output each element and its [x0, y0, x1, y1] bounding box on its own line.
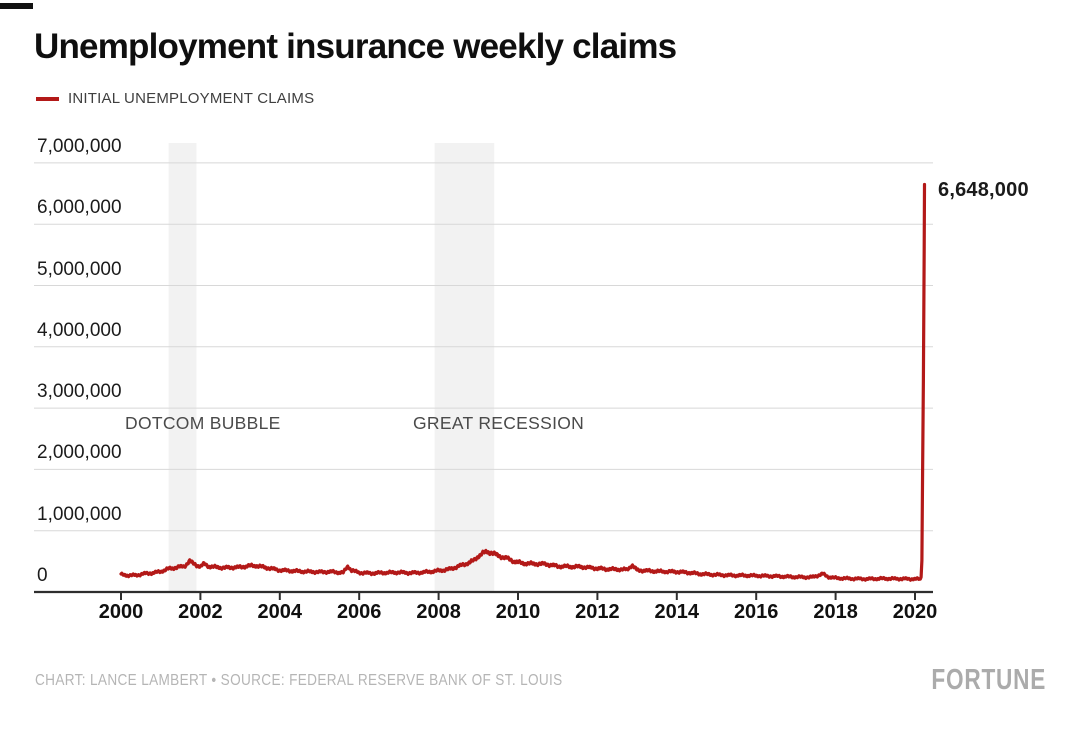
x-axis-label: 2002 — [178, 601, 223, 623]
top-accent-dash — [0, 3, 33, 9]
y-axis-label: 3,000,000 — [37, 381, 122, 403]
x-axis-label: 2008 — [416, 601, 461, 623]
x-axis-label: 2012 — [575, 601, 620, 623]
legend-line-swatch-icon — [36, 96, 59, 101]
y-axis-label: 2,000,000 — [37, 442, 122, 464]
x-axis-label: 2018 — [813, 601, 858, 623]
x-axis-label: 2004 — [257, 601, 303, 623]
claims-line-series — [119, 182, 927, 582]
y-axis-label: 6,000,000 — [37, 197, 122, 219]
x-axis-label: 2006 — [336, 601, 382, 623]
y-axis-label: 0 — [37, 565, 48, 586]
y-axis-label: 5,000,000 — [37, 258, 122, 280]
annotation-great-recession: GREAT RECESSION — [413, 413, 585, 433]
x-axis-label: 2000 — [98, 601, 144, 623]
annotation-dotcom-bubble: DOTCOM BUBBLE — [125, 413, 281, 433]
recession-band-1 — [434, 143, 495, 592]
source-credit: CHART: LANCE LAMBERT • SOURCE: FEDERAL R… — [35, 672, 563, 689]
fortune-logo: FORTUNE — [931, 664, 1046, 696]
chart-title: Unemployment insurance weekly claims — [34, 27, 677, 66]
x-axis-label: 2010 — [495, 601, 541, 623]
y-axis-label: 4,000,000 — [37, 319, 122, 341]
x-axis-label: 2016 — [733, 601, 779, 623]
x-axis-label: 2014 — [654, 601, 700, 623]
y-axis-label: 1,000,000 — [37, 503, 122, 525]
x-axis-label: 2020 — [892, 601, 938, 623]
legend: INITIAL UNEMPLOYMENT CLAIMS — [36, 90, 314, 107]
legend-label: INITIAL UNEMPLOYMENT CLAIMS — [68, 90, 315, 107]
recession-band-0 — [168, 143, 197, 592]
y-axis-label: 7,000,000 — [37, 135, 122, 157]
peak-value-label: 6,648,000 — [938, 179, 1029, 201]
